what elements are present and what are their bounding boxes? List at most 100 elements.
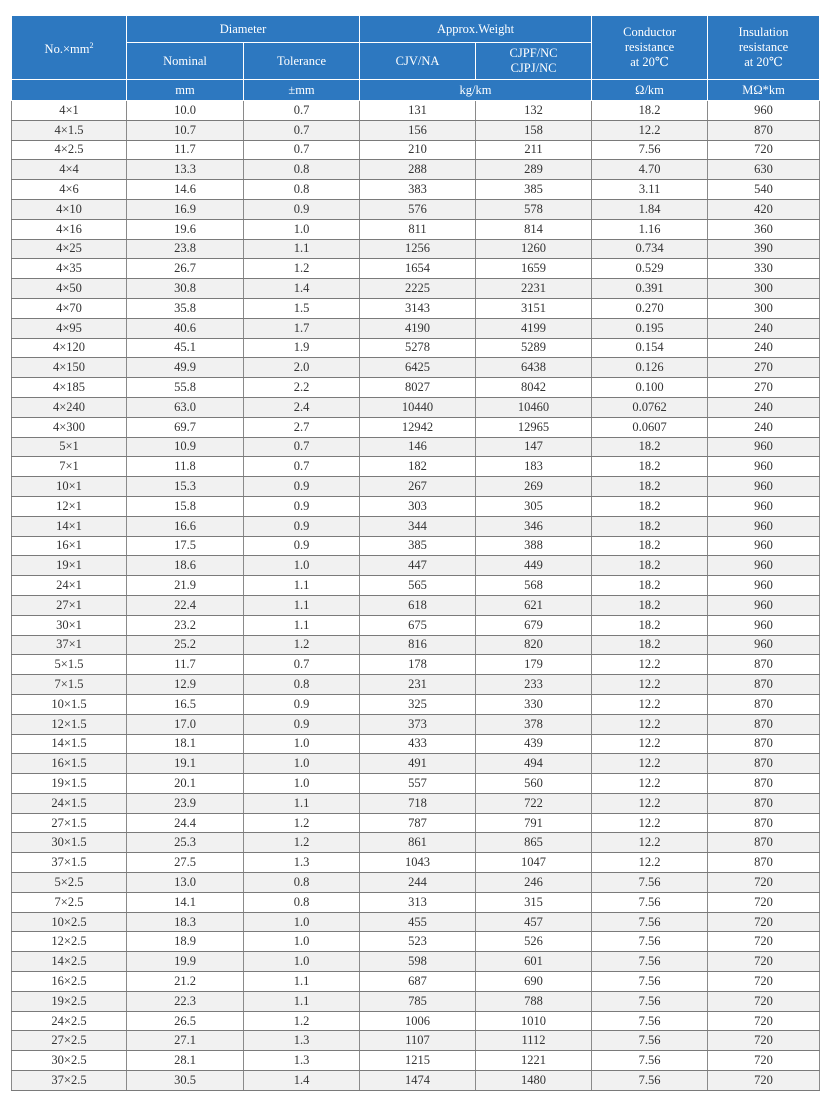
cell-insulation-resistance: 540 bbox=[707, 179, 821, 200]
cell-tolerance: 1.0 bbox=[242, 951, 361, 973]
cell-weight-cjv: 816 bbox=[359, 635, 477, 656]
header-cjpf: CJPF/NC CJPJ/NC bbox=[475, 42, 593, 80]
table-row: 19×2.5 22.3 1.1 785 788 7.56 720 bbox=[11, 991, 821, 1012]
header-nominal: Nominal bbox=[126, 42, 244, 80]
cell-nominal-diameter: 11.7 bbox=[126, 654, 244, 676]
cell-weight-cjpf: 526 bbox=[475, 931, 593, 953]
cell-tolerance: 2.2 bbox=[242, 377, 361, 398]
cell-tolerance: 0.9 bbox=[242, 714, 361, 735]
table-row: 19×1.5 20.1 1.0 557 560 12.2 870 bbox=[11, 773, 821, 794]
table-row: 5×1.5 11.7 0.7 178 179 12.2 870 bbox=[11, 654, 821, 676]
cell-insulation-resistance: 870 bbox=[707, 852, 821, 874]
cell-insulation-resistance: 870 bbox=[707, 654, 821, 676]
cell-insulation-resistance: 960 bbox=[707, 635, 821, 656]
cell-nominal-diameter: 69.7 bbox=[126, 417, 244, 438]
cell-conductor-resistance: 3.11 bbox=[591, 179, 709, 200]
cell-size: 27×2.5 bbox=[11, 1030, 127, 1052]
cell-nominal-diameter: 19.9 bbox=[126, 951, 244, 973]
cell-insulation-resistance: 960 bbox=[707, 536, 821, 557]
cell-weight-cjpf: 568 bbox=[475, 575, 593, 596]
table-row: 7×2.5 14.1 0.8 313 315 7.56 720 bbox=[11, 892, 821, 913]
cell-nominal-diameter: 10.0 bbox=[126, 100, 244, 121]
cell-conductor-resistance: 18.2 bbox=[591, 615, 709, 636]
cell-size: 24×2.5 bbox=[11, 1011, 127, 1032]
cell-conductor-resistance: 7.56 bbox=[591, 872, 709, 893]
cell-nominal-diameter: 20.1 bbox=[126, 773, 244, 794]
table-row: 10×1 15.3 0.9 267 269 18.2 960 bbox=[11, 476, 821, 497]
cell-weight-cjv: 433 bbox=[359, 734, 477, 755]
cell-conductor-resistance: 7.56 bbox=[591, 892, 709, 913]
cell-insulation-resistance: 960 bbox=[707, 595, 821, 616]
cell-size: 16×1.5 bbox=[11, 753, 127, 775]
table-row: 4×185 55.8 2.2 8027 8042 0.100 270 bbox=[11, 377, 821, 398]
cell-nominal-diameter: 10.7 bbox=[126, 120, 244, 141]
cell-tolerance: 0.8 bbox=[242, 674, 361, 695]
cell-insulation-resistance: 870 bbox=[707, 753, 821, 775]
cell-insulation-resistance: 720 bbox=[707, 872, 821, 893]
cell-weight-cjpf: 330 bbox=[475, 694, 593, 715]
cell-nominal-diameter: 15.3 bbox=[126, 476, 244, 497]
cell-tolerance: 0.7 bbox=[242, 140, 361, 161]
cell-insulation-resistance: 960 bbox=[707, 100, 821, 121]
cell-tolerance: 0.8 bbox=[242, 892, 361, 913]
cell-tolerance: 1.0 bbox=[242, 734, 361, 755]
cell-size: 14×1.5 bbox=[11, 734, 127, 755]
table-row: 4×95 40.6 1.7 4190 4199 0.195 240 bbox=[11, 318, 821, 339]
cell-nominal-diameter: 13.0 bbox=[126, 872, 244, 893]
cell-insulation-resistance: 300 bbox=[707, 278, 821, 299]
cell-size: 4×300 bbox=[11, 417, 127, 438]
cell-tolerance: 2.4 bbox=[242, 397, 361, 418]
cell-tolerance: 1.0 bbox=[242, 219, 361, 240]
cell-weight-cjv: 1654 bbox=[359, 258, 477, 280]
cell-tolerance: 1.2 bbox=[242, 813, 361, 834]
cell-conductor-resistance: 7.56 bbox=[591, 991, 709, 1012]
cell-insulation-resistance: 960 bbox=[707, 516, 821, 537]
cell-insulation-resistance: 240 bbox=[707, 338, 821, 359]
cell-size: 19×1.5 bbox=[11, 773, 127, 794]
cell-weight-cjv: 557 bbox=[359, 773, 477, 794]
table-row: 4×25 23.8 1.1 1256 1260 0.734 390 bbox=[11, 239, 821, 260]
cell-weight-cjv: 565 bbox=[359, 575, 477, 596]
cell-tolerance: 1.3 bbox=[242, 1030, 361, 1052]
cell-nominal-diameter: 10.9 bbox=[126, 437, 244, 458]
cell-weight-cjpf: 12965 bbox=[475, 417, 593, 438]
cell-weight-cjv: 675 bbox=[359, 615, 477, 636]
cell-weight-cjv: 182 bbox=[359, 456, 477, 478]
cell-nominal-diameter: 18.3 bbox=[126, 912, 244, 933]
cell-insulation-resistance: 360 bbox=[707, 219, 821, 240]
cell-weight-cjpf: 3151 bbox=[475, 298, 593, 319]
cell-size: 4×10 bbox=[11, 199, 127, 220]
cell-weight-cjpf: 2231 bbox=[475, 278, 593, 299]
cell-weight-cjv: 146 bbox=[359, 437, 477, 458]
cell-nominal-diameter: 13.3 bbox=[126, 159, 244, 181]
cell-weight-cjpf: 183 bbox=[475, 456, 593, 478]
cell-weight-cjpf: 601 bbox=[475, 951, 593, 973]
cell-tolerance: 1.1 bbox=[242, 575, 361, 596]
cell-tolerance: 1.1 bbox=[242, 971, 361, 992]
cell-size: 10×1 bbox=[11, 476, 127, 497]
table-row: 27×2.5 27.1 1.3 1107 1112 7.56 720 bbox=[11, 1030, 821, 1052]
cell-tolerance: 1.0 bbox=[242, 753, 361, 775]
cell-nominal-diameter: 16.9 bbox=[126, 199, 244, 220]
cell-conductor-resistance: 7.56 bbox=[591, 140, 709, 161]
cell-nominal-diameter: 19.1 bbox=[126, 753, 244, 775]
cell-weight-cjpf: 1047 bbox=[475, 852, 593, 874]
cell-tolerance: 0.9 bbox=[242, 536, 361, 557]
cell-conductor-resistance: 0.0607 bbox=[591, 417, 709, 438]
cell-size: 4×4 bbox=[11, 159, 127, 181]
cell-insulation-resistance: 240 bbox=[707, 318, 821, 339]
cell-insulation-resistance: 720 bbox=[707, 971, 821, 992]
cell-size: 24×1.5 bbox=[11, 793, 127, 814]
header-conductor-resistance: Conductor resistance at 20℃ bbox=[591, 15, 709, 80]
cell-weight-cjpf: 560 bbox=[475, 773, 593, 794]
cell-conductor-resistance: 0.0762 bbox=[591, 397, 709, 418]
header-approx-weight: Approx.Weight bbox=[359, 15, 593, 43]
cell-weight-cjpf: 690 bbox=[475, 971, 593, 992]
cell-conductor-resistance: 18.2 bbox=[591, 555, 709, 577]
cell-conductor-resistance: 0.529 bbox=[591, 258, 709, 280]
cell-weight-cjv: 267 bbox=[359, 476, 477, 497]
cell-conductor-resistance: 12.2 bbox=[591, 714, 709, 735]
cell-weight-cjv: 1215 bbox=[359, 1050, 477, 1072]
cell-tolerance: 1.5 bbox=[242, 298, 361, 319]
cell-weight-cjpf: 791 bbox=[475, 813, 593, 834]
